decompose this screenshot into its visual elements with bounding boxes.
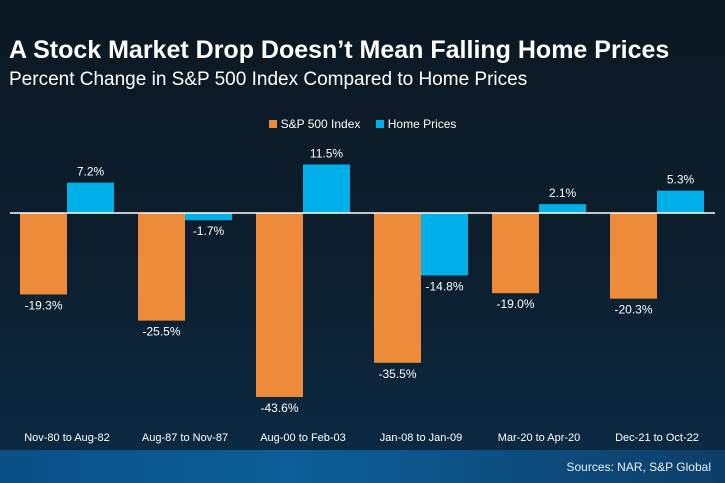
- footer-band: Sources: NAR, S&P Global: [0, 450, 725, 483]
- data-label: 2.1%: [549, 186, 577, 200]
- bar-sp500: [256, 213, 303, 397]
- data-label: 7.2%: [77, 165, 105, 179]
- bar-home-prices: [539, 204, 586, 213]
- legend-swatch-home-prices: [375, 120, 384, 128]
- data-label: -35.5%: [378, 367, 416, 381]
- x-tick-label: Dec-21 to Oct-22: [615, 432, 699, 444]
- x-tick-label: Aug-00 to Feb-03: [260, 432, 346, 444]
- bar-sp500: [374, 213, 421, 363]
- legend-item-sp500: S&P 500 Index: [268, 117, 361, 131]
- x-tick-label: Mar-20 to Apr-20: [498, 432, 581, 444]
- data-label: -20.3%: [614, 303, 652, 317]
- legend-item-home-prices: Home Prices: [375, 117, 457, 131]
- data-label: -19.3%: [24, 298, 62, 312]
- x-tick-label: Nov-80 to Aug-82: [24, 432, 110, 444]
- data-label: 11.5%: [310, 146, 343, 160]
- bar-sp500: [20, 213, 67, 295]
- data-label: -14.8%: [425, 279, 463, 293]
- chart-title: A Stock Market Drop Doesn’t Mean Falling…: [9, 36, 670, 64]
- data-label: -43.6%: [260, 401, 298, 415]
- x-tick-label: Aug-87 to Nov-87: [142, 432, 228, 444]
- bar-home-prices: [657, 190, 704, 213]
- data-label: 5.3%: [667, 173, 695, 187]
- bar-home-prices: [421, 213, 468, 276]
- legend-label-home-prices: Home Prices: [387, 117, 457, 131]
- bar-home-prices: [67, 182, 114, 213]
- bar-chart: -19.3% 7.2% Nov-80 to Aug-82 -25.5% -1.7% Aug…: [20, 146, 704, 444]
- legend-label-sp500: S&P 500 Index: [280, 117, 361, 131]
- data-label: -1.7%: [193, 224, 225, 238]
- bar-home-prices: [303, 164, 350, 213]
- bar-sp500: [492, 213, 539, 294]
- data-label: -25.5%: [142, 325, 180, 339]
- bar-home-prices: [185, 213, 232, 221]
- x-tick-label: Jan-08 to Jan-09: [380, 432, 463, 444]
- chart-subtitle: Percent Change in S&P 500 Index Compared…: [9, 69, 528, 90]
- data-label: -19.0%: [496, 297, 534, 311]
- bar-sp500: [138, 213, 185, 321]
- legend-swatch-sp500: [268, 120, 277, 128]
- sources-text: Sources: NAR, S&P Global: [566, 460, 711, 474]
- bar-sp500: [610, 213, 657, 299]
- legend: S&P 500 Index Home Prices: [0, 117, 725, 131]
